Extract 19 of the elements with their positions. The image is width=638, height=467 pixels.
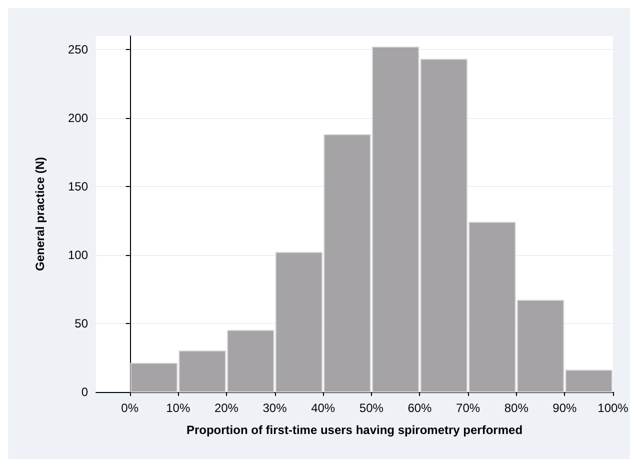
x-tick-label: 50% [359, 401, 384, 415]
y-tick-label: 150 [68, 180, 88, 194]
x-tick-label: 10% [166, 401, 190, 415]
x-tick-label: 80% [504, 401, 529, 415]
y-tick-label: 50 [74, 316, 88, 331]
x-tick-label: 60% [408, 401, 432, 415]
y-tick-label: 200 [68, 111, 88, 126]
y-axis-title: General practice (N) [33, 156, 47, 272]
x-tick-label: 0% [121, 401, 139, 415]
x-tick-label: 100% [598, 401, 629, 415]
x-tick-label: 90% [552, 401, 578, 415]
y-tick-label: 250 [68, 42, 88, 57]
x-tick-label: 40% [311, 401, 336, 415]
y-tick-label: 100 [68, 248, 88, 262]
x-tick-label: 70% [456, 401, 480, 415]
x-tick-label: 30% [262, 401, 288, 415]
y-tick-label: 0 [81, 385, 88, 399]
x-tick-label: 20% [214, 401, 239, 415]
x-axis-title: Proportion of first-time users having spirometry performed [186, 423, 523, 437]
